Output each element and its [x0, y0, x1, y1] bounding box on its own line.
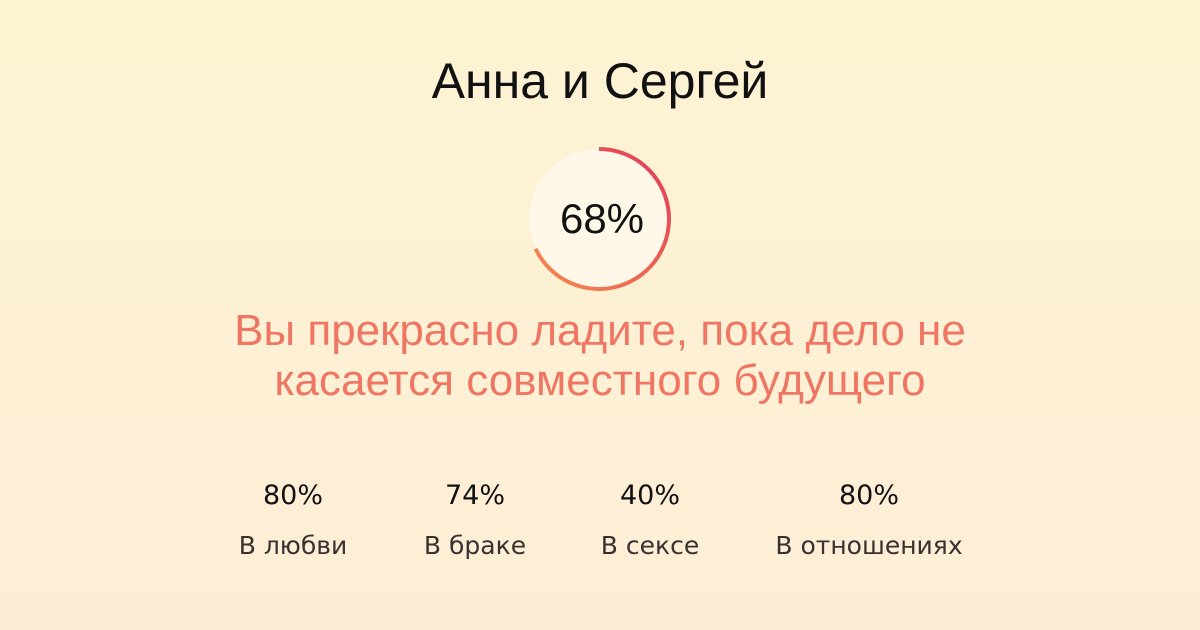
stat-label: В браке [423, 531, 527, 560]
score-ring-arc [533, 147, 671, 291]
stat-label: В отношениях [775, 531, 963, 560]
page-title: Анна и Сергей [431, 53, 769, 109]
stat-value: 80% [262, 480, 323, 511]
stat-label: В любви [238, 531, 348, 560]
result-message: Вы прекрасно ладите, пока дело не касает… [234, 306, 966, 405]
score-value: 68% [559, 195, 645, 242]
stat-marriage: 74% В браке [355, 480, 595, 560]
stat-value: 80% [838, 480, 899, 511]
score-ring-background [529, 149, 669, 289]
stat-relationship: 80% В отношениях [749, 480, 989, 560]
stat-value: 40% [619, 480, 680, 511]
stat-love: 80% В любви [173, 480, 413, 560]
score-ring [529, 147, 671, 291]
stat-label: В сексе [600, 531, 700, 560]
stat-sex: 40% В сексе [530, 480, 770, 560]
stat-value: 74% [444, 480, 505, 511]
